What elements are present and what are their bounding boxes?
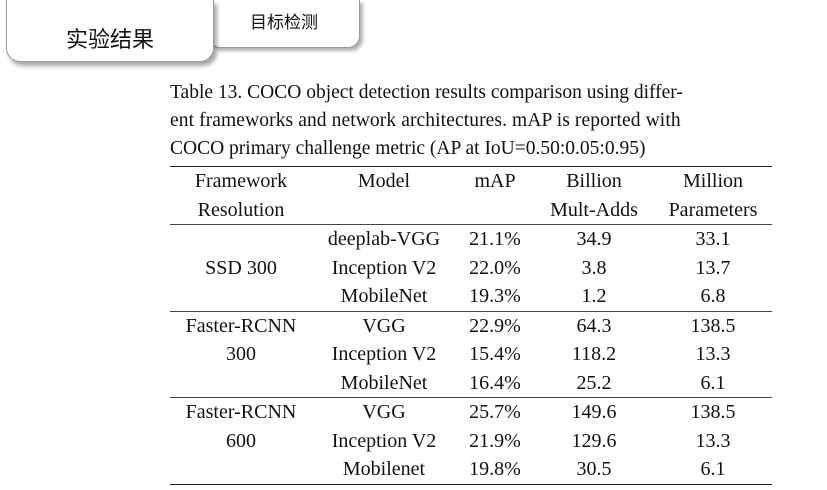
table-header-row-2: Resolution Mult-Adds Parameters <box>170 196 772 225</box>
parameters-cell: 13.3 <box>695 429 731 452</box>
header-empty <box>312 196 456 225</box>
mult-adds-cell: 1.2 <box>581 285 607 307</box>
mult-adds-cell: 149.6 <box>534 397 654 427</box>
header-resolution: Resolution <box>197 198 285 221</box>
table-row: Faster-RCNN VGG 25.7% 149.6 138.5 <box>170 397 772 427</box>
tab-object-detection[interactable]: 目标检测 <box>208 0 360 48</box>
tab-experiment-results[interactable]: 实验结果 <box>6 0 214 62</box>
model-cell: MobileNet <box>340 285 428 307</box>
model-cell: Inception V2 <box>331 429 437 452</box>
table-row: Faster-RCNN VGG 22.9% 64.3 138.5 <box>170 310 772 340</box>
header-empty <box>456 196 534 225</box>
parameters-cell: 6.1 <box>654 455 772 485</box>
results-table: Framework Model mAP Billion Million Reso… <box>170 166 772 485</box>
model-cell: Mobilenet <box>312 455 456 485</box>
framework-label: Faster-RCNN <box>170 397 312 427</box>
mult-adds-cell: 118.2 <box>571 343 617 365</box>
parameters-cell: 33.1 <box>654 224 772 254</box>
parameters-cell: 138.5 <box>654 310 772 340</box>
framework-label <box>170 224 312 254</box>
header-parameters-unit: Parameters <box>668 198 758 221</box>
tab-object-detection-label: 目标检测 <box>250 13 318 33</box>
parameters-cell: 13.7 <box>695 256 731 279</box>
mult-adds-cell: 30.5 <box>534 455 654 485</box>
map-cell: 21.1% <box>456 224 534 254</box>
map-cell: 25.7% <box>456 397 534 427</box>
tab-experiment-results-label: 实验结果 <box>65 27 154 53</box>
header-parameters: Million <box>654 166 772 196</box>
mult-adds-cell: 25.2 <box>576 371 612 394</box>
table-row: SSD 300 Inception V2 22.0% 3.8 13.7 <box>170 254 772 283</box>
table-row: deeplab-VGG 21.1% 34.9 33.1 <box>170 224 772 254</box>
map-cell: 21.9% <box>469 429 521 452</box>
mult-adds-cell: 3.8 <box>581 256 607 279</box>
mult-adds-cell: 34.9 <box>534 224 654 254</box>
map-cell: 19.3% <box>469 285 521 307</box>
header-framework: Framework <box>170 166 312 196</box>
map-cell: 16.4% <box>469 371 521 394</box>
parameters-cell: 138.5 <box>654 397 772 427</box>
caption-line-1: Table 13. COCO object detection results … <box>170 82 683 103</box>
parameters-cell: 13.3 <box>695 343 731 365</box>
header-mult-adds-unit: Mult-Adds <box>550 198 638 221</box>
map-cell: 19.8% <box>456 455 534 485</box>
framework-label-empty <box>170 455 312 485</box>
table-row: MobileNet 16.4% 25.2 6.1 <box>170 369 772 398</box>
framework-label-empty <box>170 282 312 311</box>
table-row: 600 Inception V2 21.9% 129.6 13.3 <box>170 427 772 456</box>
framework-label: 300 <box>226 343 256 365</box>
table-row: Mobilenet 19.8% 30.5 6.1 <box>170 455 772 485</box>
caption-line-2: ent frameworks and network architectures… <box>170 110 681 131</box>
model-cell: Inception V2 <box>331 343 437 365</box>
table-caption: Table 13. COCO object detection results … <box>170 79 772 163</box>
framework-label-empty <box>170 369 312 398</box>
mult-adds-cell: 129.6 <box>571 429 617 452</box>
framework-label: Faster-RCNN <box>170 310 312 340</box>
mult-adds-cell: 64.3 <box>534 310 654 340</box>
header-model: Model <box>312 166 456 196</box>
model-cell: deeplab-VGG <box>312 224 456 254</box>
model-cell: Inception V2 <box>331 256 437 279</box>
map-cell: 15.4% <box>469 343 521 365</box>
caption-line-3: COCO primary challenge metric (AP at IoU… <box>170 138 646 159</box>
header-map: mAP <box>456 166 534 196</box>
parameters-cell: 6.8 <box>700 285 726 307</box>
table-row: MobileNet 19.3% 1.2 6.8 <box>170 282 772 311</box>
table-header-row: Framework Model mAP Billion Million <box>170 166 772 196</box>
table-row: 300 Inception V2 15.4% 118.2 13.3 <box>170 340 772 369</box>
framework-label: SSD 300 <box>205 256 277 279</box>
model-cell: MobileNet <box>340 371 428 394</box>
framework-label: 600 <box>226 429 256 452</box>
header-mult-adds: Billion <box>534 166 654 196</box>
map-cell: 22.0% <box>469 256 521 279</box>
map-cell: 22.9% <box>456 310 534 340</box>
model-cell: VGG <box>312 397 456 427</box>
model-cell: VGG <box>312 310 456 340</box>
parameters-cell: 6.1 <box>700 371 726 394</box>
